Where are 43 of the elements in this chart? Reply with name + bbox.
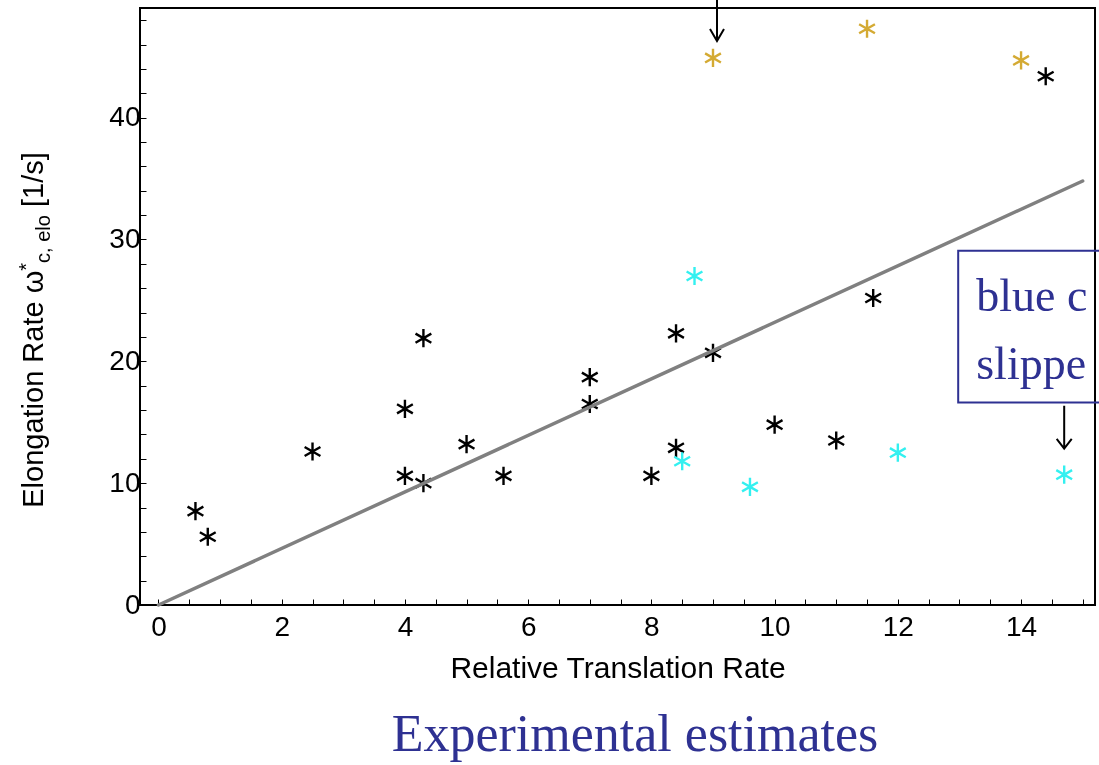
y-tick-label: 30 [109, 222, 141, 254]
x-tick-label: 4 [397, 610, 414, 642]
point [740, 476, 760, 498]
point [827, 430, 846, 451]
x-tick-label: 2 [274, 610, 290, 642]
point [685, 265, 704, 287]
y-tick-label: 10 [109, 466, 141, 498]
point [703, 47, 723, 69]
point [703, 342, 723, 364]
x-tick-label: 14 [1005, 610, 1038, 642]
point [666, 437, 686, 459]
point [580, 366, 599, 388]
point [494, 465, 513, 487]
x-tick-label: 12 [882, 610, 914, 642]
y-tick-label: 40 [109, 101, 141, 133]
text: Experimental estimates [391, 705, 879, 762]
x-tick-label: 10 [759, 610, 791, 642]
annotation: blue c slippe [976, 269, 1088, 389]
point [666, 323, 686, 344]
y-tick-label: 20 [109, 344, 141, 376]
point [1011, 50, 1031, 71]
point [765, 414, 784, 435]
point [1036, 65, 1055, 87]
y-tick-label: 0 [124, 588, 141, 620]
point [642, 465, 661, 487]
point [198, 526, 217, 548]
point [414, 327, 433, 349]
point [888, 442, 907, 463]
point [395, 398, 415, 420]
point [580, 393, 599, 415]
x-axis-title: Relative Translation Rate [450, 650, 786, 684]
point [1055, 464, 1074, 485]
point [186, 500, 205, 522]
point [864, 287, 883, 309]
point [857, 18, 877, 39]
x-tick-label: 8 [644, 610, 660, 642]
point [303, 441, 322, 462]
x-tick-label: 0 [151, 610, 167, 642]
point [457, 433, 476, 455]
point [395, 465, 415, 487]
point [673, 450, 692, 472]
point [414, 472, 433, 494]
x-tick-label: 6 [520, 610, 537, 642]
